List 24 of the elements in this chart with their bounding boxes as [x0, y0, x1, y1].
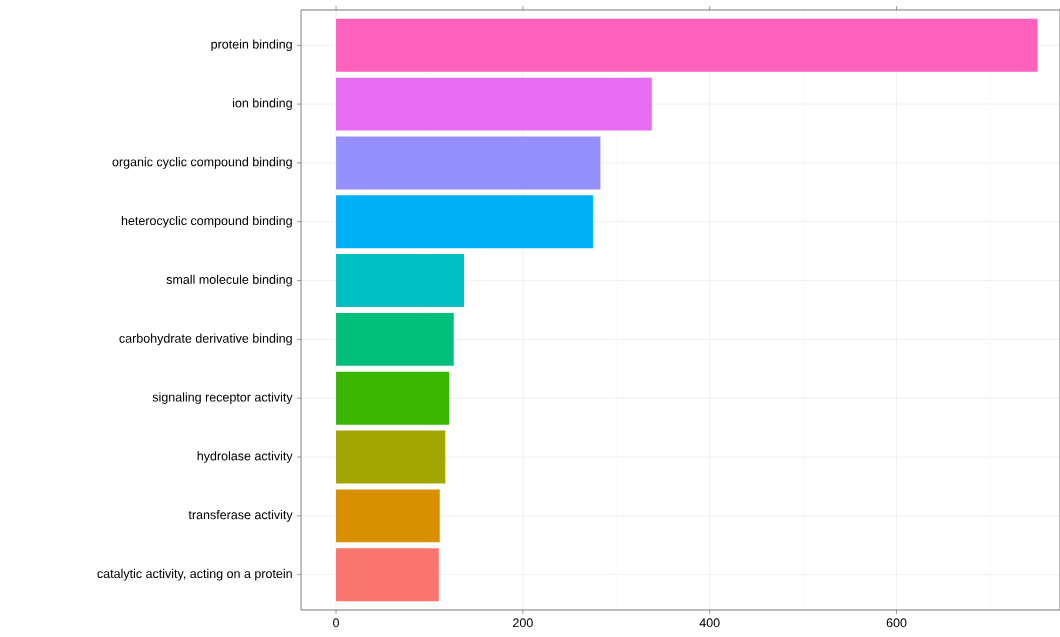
bar [336, 77, 652, 131]
bar [336, 371, 450, 425]
y-tick-label: signaling receptor activity [152, 392, 293, 405]
bar [336, 430, 446, 484]
bar [336, 489, 440, 543]
y-tick-label: carbohydrate derivative binding [119, 333, 292, 346]
bar [336, 136, 601, 190]
bar [336, 254, 465, 308]
bar [336, 312, 454, 366]
bar [336, 18, 1038, 72]
y-tick-label: hydrolase activity [197, 451, 293, 463]
y-tick-label: transferase activity [188, 510, 293, 522]
y-tick-label: organic cyclic compound binding [112, 157, 292, 169]
y-tick-label: small molecule binding [166, 274, 292, 287]
y-tick-label: ion binding [233, 98, 292, 110]
y-tick-label: heterocyclic compound binding [121, 215, 292, 228]
x-tick-label: 600 [886, 618, 907, 628]
x-tick-label: 200 [513, 618, 533, 628]
y-tick-label: protein binding [211, 39, 292, 52]
x-tick-label: 400 [699, 618, 720, 628]
x-tick-label: 0 [333, 618, 340, 628]
bar [336, 195, 593, 249]
bar [336, 548, 439, 602]
y-tick-label: catalytic activity, acting on a protein [97, 568, 292, 581]
